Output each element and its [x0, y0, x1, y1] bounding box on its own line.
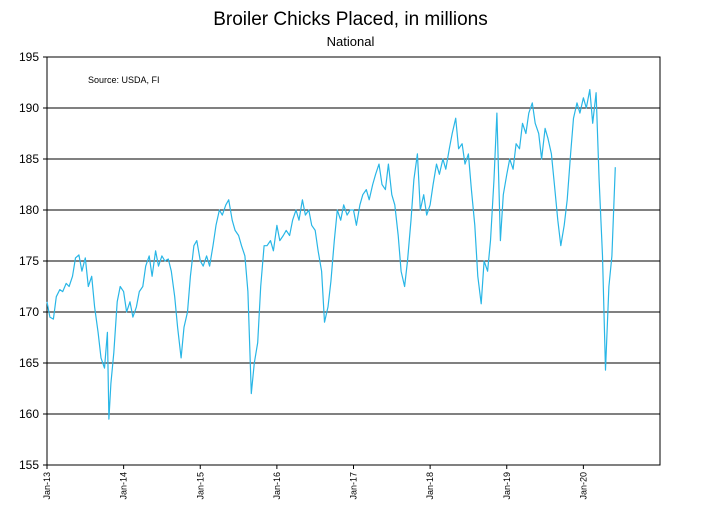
- source-annotation: Source: USDA, FI: [88, 75, 160, 85]
- x-tick-label: Jan-19: [502, 472, 512, 500]
- chart-subtitle: National: [326, 34, 375, 49]
- y-tick-label: 180: [19, 203, 39, 217]
- chart-title: Broiler Chicks Placed, in millions: [213, 9, 488, 30]
- x-axis: Jan-13 Jan-14 Jan-15 Jan-16 Jan-17 Jan-18 Jan-…: [42, 465, 588, 500]
- y-tick-label: 195: [19, 50, 39, 64]
- gridlines: [47, 107, 660, 415]
- y-tick-label: 160: [19, 407, 39, 421]
- y-axis: 155 160 165 170 175 180 185 190 195: [19, 50, 47, 472]
- x-tick-label: Jan-15: [195, 472, 205, 500]
- y-tick-label: 190: [19, 101, 39, 115]
- x-tick-label: Jan-17: [349, 472, 359, 500]
- x-tick-label: Jan-20: [578, 472, 588, 500]
- x-tick-label: Jan-16: [272, 472, 282, 500]
- x-tick-label: Jan-14: [119, 472, 129, 500]
- x-tick-label: Jan-13: [42, 472, 52, 500]
- x-tick-label: Jan-18: [425, 472, 435, 500]
- y-tick-label: 185: [19, 152, 39, 166]
- series-layer: [46, 88, 616, 420]
- y-tick-label: 175: [19, 254, 39, 268]
- y-tick-label: 170: [19, 305, 39, 319]
- y-tick-label: 165: [19, 356, 39, 370]
- y-tick-label: 155: [19, 458, 39, 472]
- series-line: [46, 88, 616, 420]
